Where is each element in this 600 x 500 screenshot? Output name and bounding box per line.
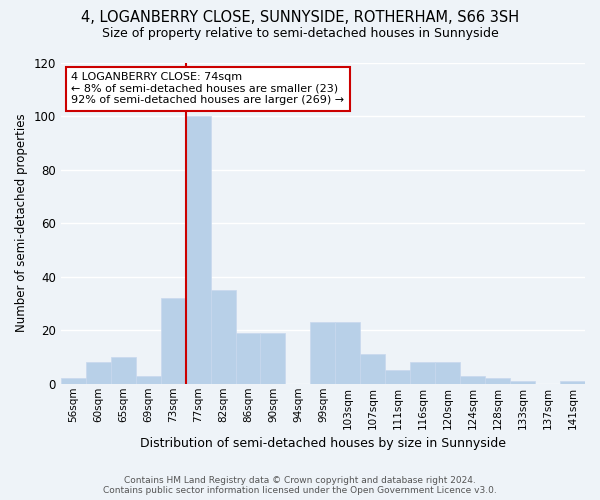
Bar	[111, 357, 136, 384]
Bar	[335, 322, 361, 384]
Text: Size of property relative to semi-detached houses in Sunnyside: Size of property relative to semi-detach…	[101, 28, 499, 40]
X-axis label: Distribution of semi-detached houses by size in Sunnyside: Distribution of semi-detached houses by …	[140, 437, 506, 450]
Bar	[410, 362, 435, 384]
Bar	[236, 333, 260, 384]
Bar	[260, 333, 286, 384]
Bar	[460, 376, 485, 384]
Bar	[161, 298, 185, 384]
Text: Contains HM Land Registry data © Crown copyright and database right 2024.
Contai: Contains HM Land Registry data © Crown c…	[103, 476, 497, 495]
Bar	[211, 290, 236, 384]
Bar	[560, 381, 585, 384]
Text: 4 LOGANBERRY CLOSE: 74sqm
← 8% of semi-detached houses are smaller (23)
92% of s: 4 LOGANBERRY CLOSE: 74sqm ← 8% of semi-d…	[71, 72, 344, 106]
Bar	[86, 362, 111, 384]
Bar	[136, 376, 161, 384]
Bar	[435, 362, 460, 384]
Bar	[485, 378, 510, 384]
Text: 4, LOGANBERRY CLOSE, SUNNYSIDE, ROTHERHAM, S66 3SH: 4, LOGANBERRY CLOSE, SUNNYSIDE, ROTHERHA…	[81, 10, 519, 25]
Bar	[510, 381, 535, 384]
Bar	[310, 322, 335, 384]
Bar	[185, 116, 211, 384]
Bar	[61, 378, 86, 384]
Bar	[385, 370, 410, 384]
Bar	[361, 354, 385, 384]
Y-axis label: Number of semi-detached properties: Number of semi-detached properties	[15, 114, 28, 332]
